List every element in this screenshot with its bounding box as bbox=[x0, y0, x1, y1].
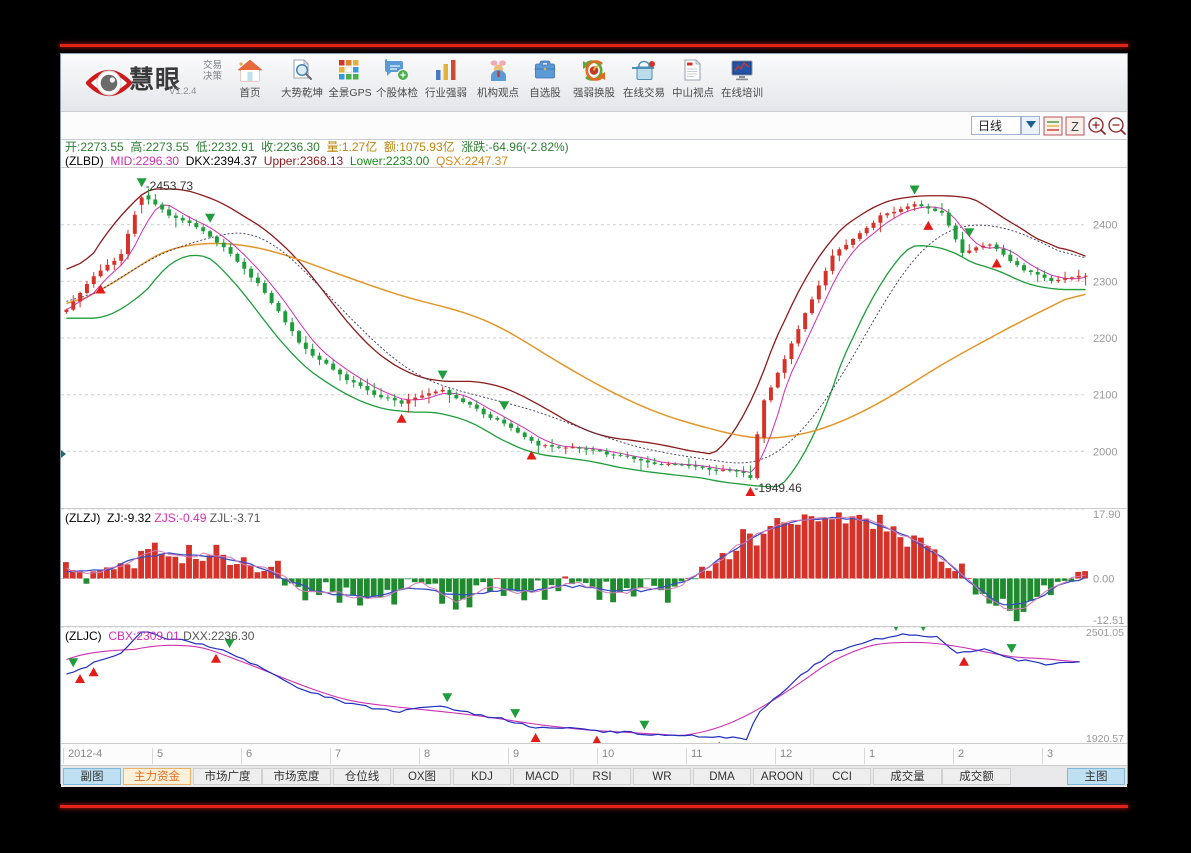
svg-text:2400: 2400 bbox=[1093, 220, 1117, 232]
svg-text:-2453.73: -2453.73 bbox=[146, 179, 194, 193]
svg-text:0.00: 0.00 bbox=[1093, 574, 1114, 586]
svg-text:2000: 2000 bbox=[1093, 446, 1117, 458]
svg-text:-1949.46: -1949.46 bbox=[754, 481, 802, 495]
svg-text:Z: Z bbox=[1071, 119, 1079, 134]
svg-text:2501.05: 2501.05 bbox=[1086, 627, 1124, 639]
svg-text:2200: 2200 bbox=[1093, 333, 1117, 345]
svg-text:2300: 2300 bbox=[1093, 276, 1117, 288]
svg-text:2100: 2100 bbox=[1093, 390, 1117, 402]
svg-text:17.90: 17.90 bbox=[1093, 509, 1121, 521]
